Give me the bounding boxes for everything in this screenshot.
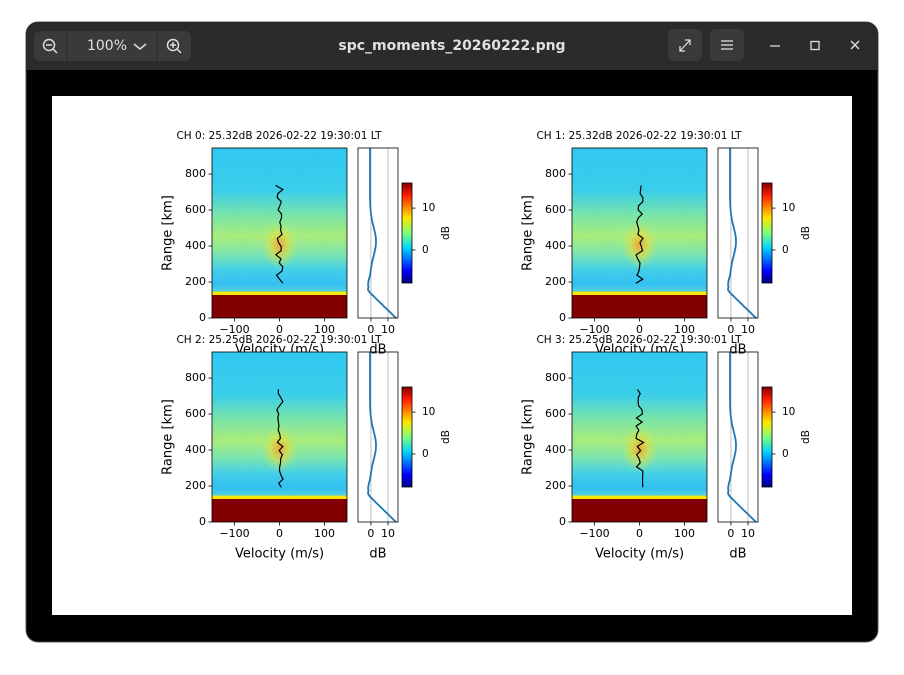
x-tick-label: 100	[314, 527, 335, 540]
profile-curve	[367, 148, 397, 319]
y-tick-label: 400	[185, 239, 206, 252]
x-tick-label: −100	[579, 323, 609, 336]
y-tick-label: 400	[545, 443, 566, 456]
colorbar-tick-label: 10	[782, 406, 795, 418]
y-tick-label: 600	[185, 407, 206, 420]
y-axis-label: Range [km]	[161, 195, 176, 271]
panel-title: CH 1: 25.32dB 2026-02-22 19:30:01 LT	[536, 130, 742, 142]
menu-icon	[721, 40, 733, 50]
y-tick-label: 200	[545, 479, 566, 492]
spectrogram-noise	[212, 148, 347, 291]
maximize-button[interactable]	[810, 40, 820, 51]
colorbar-label: dB	[800, 226, 812, 240]
header-bar	[26, 22, 878, 70]
x-axis-label: dB	[369, 547, 386, 562]
colorbar-tick-label: 10	[422, 406, 435, 418]
axes-frame	[357, 351, 399, 523]
colorbar	[401, 386, 413, 488]
moment-curve	[274, 184, 284, 284]
moment-curve	[276, 389, 284, 488]
x-tick-label: 0	[276, 527, 283, 540]
axes-frame	[357, 147, 399, 319]
colorbar-tick-label: 10	[422, 202, 435, 214]
x-tick-label: −100	[219, 323, 249, 336]
moment-curve	[635, 389, 645, 488]
zoom-menu[interactable]	[133, 43, 147, 50]
y-tick-label: 600	[545, 203, 566, 216]
y-axis-label: Range [km]	[161, 399, 176, 475]
x-tick-label: 0	[727, 527, 734, 540]
y-tick-label: 200	[545, 275, 566, 288]
y-axis-label: Range [km]	[521, 195, 536, 271]
y-tick-label: 400	[185, 443, 206, 456]
y-tick-label: 200	[185, 479, 206, 492]
x-tick-label: 0	[367, 323, 374, 336]
x-tick-label: 100	[674, 323, 695, 336]
y-tick-label: 400	[545, 239, 566, 252]
zoom-in-button[interactable]	[166, 38, 182, 54]
window-title: spc_moments_20260222.png	[338, 38, 565, 54]
x-tick-label: 10	[381, 527, 395, 540]
x-tick-label: 100	[314, 323, 335, 336]
profile-curve	[367, 352, 397, 523]
fullscreen-icon	[679, 39, 691, 52]
colorbar-tick-label: 0	[422, 448, 429, 460]
profile-curve	[727, 148, 757, 319]
y-tick-label: 200	[185, 275, 206, 288]
y-tick-label: 600	[185, 203, 206, 216]
colorbar-tick-label: 0	[782, 244, 789, 256]
colorbar	[401, 182, 413, 284]
x-axis-label: Velocity (m/s)	[235, 547, 324, 562]
x-tick-label: −100	[579, 527, 609, 540]
panel-title: CH 0: 25.32dB 2026-02-22 19:30:01 LT	[176, 130, 382, 142]
zoom-level[interactable]: 100%	[87, 38, 127, 54]
y-tick-label: 600	[545, 407, 566, 420]
y-tick-label: 800	[545, 371, 566, 384]
axes-frame	[717, 351, 759, 523]
close-button[interactable]	[850, 40, 860, 50]
figure	[52, 96, 852, 615]
x-tick-label: 0	[727, 323, 734, 336]
y-tick-label: 800	[545, 167, 566, 180]
y-tick-label: 0	[199, 311, 206, 324]
x-tick-label: 0	[636, 323, 643, 336]
axes-frame	[717, 147, 759, 319]
figure-content: CH 0: 25.32dB 2026-02-22 19:30:01 LT −100…	[161, 130, 813, 562]
x-tick-label: 10	[741, 323, 755, 336]
x-tick-label: 0	[276, 323, 283, 336]
colorbar-label: dB	[440, 430, 452, 444]
x-tick-label: 0	[367, 527, 374, 540]
panel-title: CH 2: 25.25dB 2026-02-22 19:30:01 LT	[176, 334, 382, 346]
y-tick-label: 800	[185, 371, 206, 384]
x-axis-label: dB	[369, 343, 386, 358]
colorbar	[761, 182, 773, 284]
x-tick-label: 10	[741, 527, 755, 540]
colorbar-tick-label: 0	[422, 244, 429, 256]
y-tick-label: 0	[559, 311, 566, 324]
colorbar-tick-label: 10	[782, 202, 795, 214]
panel-title: CH 3: 25.25dB 2026-02-22 19:30:01 LT	[536, 334, 742, 346]
colorbar	[761, 386, 773, 488]
x-axis-label: Velocity (m/s)	[595, 547, 684, 562]
x-axis-label: dB	[729, 547, 746, 562]
x-axis-label: dB	[729, 343, 746, 358]
y-tick-label: 0	[559, 515, 566, 528]
y-tick-label: 800	[185, 167, 206, 180]
colorbar-label: dB	[440, 226, 452, 240]
moment-curve	[635, 185, 644, 284]
x-tick-label: 100	[674, 527, 695, 540]
zoom-group	[34, 31, 191, 61]
spectrogram-noise	[212, 352, 347, 495]
profile-curve	[727, 352, 757, 523]
colorbar-label: dB	[800, 430, 812, 444]
y-axis-label: Range [km]	[521, 399, 536, 475]
x-tick-label: 10	[381, 323, 395, 336]
y-tick-label: 0	[199, 515, 206, 528]
colorbar-tick-label: 0	[782, 448, 789, 460]
zoom-out-button[interactable]	[42, 38, 58, 54]
x-tick-label: −100	[219, 527, 249, 540]
x-tick-label: 0	[636, 527, 643, 540]
